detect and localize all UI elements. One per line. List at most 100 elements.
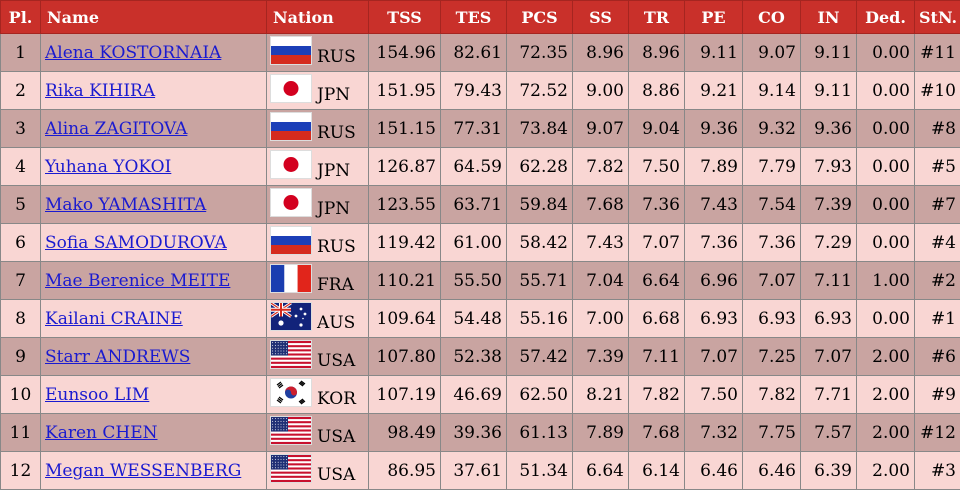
cell-stn: #7 bbox=[914, 185, 960, 224]
cell-ded: 0.00 bbox=[856, 147, 915, 186]
cell-tr: 7.36 bbox=[628, 185, 685, 224]
usa-flag-icon bbox=[271, 341, 311, 368]
table-row: 2 Rika KIHIRA JPN 151.95 79.43 72.52 9.00 8.86 9… bbox=[0, 71, 960, 110]
skater-name-link[interactable]: Sofia SAMODUROVA bbox=[45, 232, 227, 253]
japan-flag-icon bbox=[271, 75, 311, 102]
cell-tes: 52.38 bbox=[440, 337, 507, 376]
cell-ded: 2.00 bbox=[856, 337, 915, 376]
cell-place: 8 bbox=[0, 299, 41, 338]
cell-tes: 79.43 bbox=[440, 71, 507, 110]
cell-pe: 6.46 bbox=[684, 451, 743, 490]
table-row: 8 Kailani CRAINE AUS 109.64 54.48 55.16 7.00 6.… bbox=[0, 299, 960, 338]
russia-flag-icon bbox=[271, 113, 311, 140]
cell-tss: 151.95 bbox=[368, 71, 441, 110]
cell-tss: 119.42 bbox=[368, 223, 441, 262]
cell-stn: #6 bbox=[914, 337, 960, 376]
skater-name-link[interactable]: Yuhana YOKOI bbox=[45, 156, 172, 177]
cell-ss: 6.64 bbox=[572, 451, 629, 490]
cell-nation: RUS bbox=[266, 33, 369, 72]
cell-co: 9.32 bbox=[742, 109, 801, 148]
cell-pe: 9.21 bbox=[684, 71, 743, 110]
cell-tes: 63.71 bbox=[440, 185, 507, 224]
table-row: 12 Megan WESSENBERG USA 86.95 37.61 51.34 6.64… bbox=[0, 451, 960, 490]
skater-name-link[interactable]: Mae Berenice MEITE bbox=[45, 270, 231, 291]
cell-pcs: 55.71 bbox=[506, 261, 573, 300]
cell-pe: 7.07 bbox=[684, 337, 743, 376]
cell-in: 9.36 bbox=[800, 109, 857, 148]
header-tes: TES bbox=[440, 0, 507, 34]
cell-stn: #12 bbox=[914, 413, 960, 452]
cell-tss: 107.80 bbox=[368, 337, 441, 376]
cell-co: 9.14 bbox=[742, 71, 801, 110]
cell-pcs: 72.52 bbox=[506, 71, 573, 110]
cell-ss: 7.68 bbox=[572, 185, 629, 224]
nation-code: JPN bbox=[317, 85, 351, 105]
table-row: 9 Starr ANDREWS USA 107.80 52.38 57.42 7.39 7.1… bbox=[0, 337, 960, 376]
cell-ded: 2.00 bbox=[856, 375, 915, 414]
skater-name-link[interactable]: Megan WESSENBERG bbox=[45, 460, 242, 481]
results-body: 1 Alena KOSTORNAIA RUS 154.96 82.61 72.35 8.96… bbox=[0, 33, 960, 490]
skater-name-link[interactable]: Karen CHEN bbox=[45, 422, 158, 443]
cell-place: 1 bbox=[0, 33, 41, 72]
cell-co: 7.36 bbox=[742, 223, 801, 262]
header-co: CO bbox=[742, 0, 801, 34]
cell-tss: 98.49 bbox=[368, 413, 441, 452]
cell-in: 7.07 bbox=[800, 337, 857, 376]
cell-pcs: 51.34 bbox=[506, 451, 573, 490]
cell-in: 7.39 bbox=[800, 185, 857, 224]
header-tr: TR bbox=[628, 0, 685, 34]
skater-name-link[interactable]: Starr ANDREWS bbox=[45, 346, 191, 367]
cell-nation: JPN bbox=[266, 185, 369, 224]
cell-pcs: 55.16 bbox=[506, 299, 573, 338]
cell-pe: 9.36 bbox=[684, 109, 743, 148]
cell-nation: KOR bbox=[266, 375, 369, 414]
skater-name-link[interactable]: Eunsoo LIM bbox=[45, 384, 150, 405]
cell-co: 6.46 bbox=[742, 451, 801, 490]
skater-name-link[interactable]: Mako YAMASHITA bbox=[45, 194, 207, 215]
header-row: Pl. Name Nation TSS TES PCS SS TR PE CO … bbox=[0, 0, 960, 34]
cell-tss: 151.15 bbox=[368, 109, 441, 148]
cell-in: 9.11 bbox=[800, 71, 857, 110]
cell-tr: 7.11 bbox=[628, 337, 685, 376]
skater-name-link[interactable]: Rika KIHIRA bbox=[45, 80, 156, 101]
header-tss: TSS bbox=[368, 0, 441, 34]
cell-ss: 7.89 bbox=[572, 413, 629, 452]
skater-name-link[interactable]: Kailani CRAINE bbox=[45, 308, 183, 329]
cell-stn: #2 bbox=[914, 261, 960, 300]
cell-tss: 123.55 bbox=[368, 185, 441, 224]
cell-place: 5 bbox=[0, 185, 41, 224]
cell-nation: JPN bbox=[266, 71, 369, 110]
header-pcs: PCS bbox=[506, 0, 573, 34]
cell-pe: 7.32 bbox=[684, 413, 743, 452]
cell-stn: #10 bbox=[914, 71, 960, 110]
cell-tr: 6.14 bbox=[628, 451, 685, 490]
skater-name-link[interactable]: Alina ZAGITOVA bbox=[45, 118, 188, 139]
header-in: IN bbox=[800, 0, 857, 34]
nation-code: FRA bbox=[317, 275, 354, 295]
cell-place: 6 bbox=[0, 223, 41, 262]
cell-co: 7.82 bbox=[742, 375, 801, 414]
cell-nation: FRA bbox=[266, 261, 369, 300]
cell-place: 9 bbox=[0, 337, 41, 376]
cell-stn: #3 bbox=[914, 451, 960, 490]
cell-ded: 2.00 bbox=[856, 413, 915, 452]
cell-tr: 7.07 bbox=[628, 223, 685, 262]
skater-name-link[interactable]: Alena KOSTORNAIA bbox=[45, 42, 222, 63]
australia-flag-icon bbox=[271, 303, 311, 330]
russia-flag-icon bbox=[271, 227, 311, 254]
france-flag-icon bbox=[271, 265, 311, 292]
cell-co: 7.25 bbox=[742, 337, 801, 376]
cell-pe: 7.89 bbox=[684, 147, 743, 186]
nation-code: KOR bbox=[317, 389, 356, 409]
cell-co: 7.79 bbox=[742, 147, 801, 186]
cell-ded: 0.00 bbox=[856, 109, 915, 148]
cell-pe: 7.50 bbox=[684, 375, 743, 414]
cell-ss: 7.04 bbox=[572, 261, 629, 300]
cell-tss: 154.96 bbox=[368, 33, 441, 72]
cell-stn: #11 bbox=[914, 33, 960, 72]
cell-stn: #5 bbox=[914, 147, 960, 186]
cell-name: Rika KIHIRA bbox=[40, 71, 267, 110]
cell-tes: 37.61 bbox=[440, 451, 507, 490]
cell-ss: 8.96 bbox=[572, 33, 629, 72]
cell-in: 7.57 bbox=[800, 413, 857, 452]
